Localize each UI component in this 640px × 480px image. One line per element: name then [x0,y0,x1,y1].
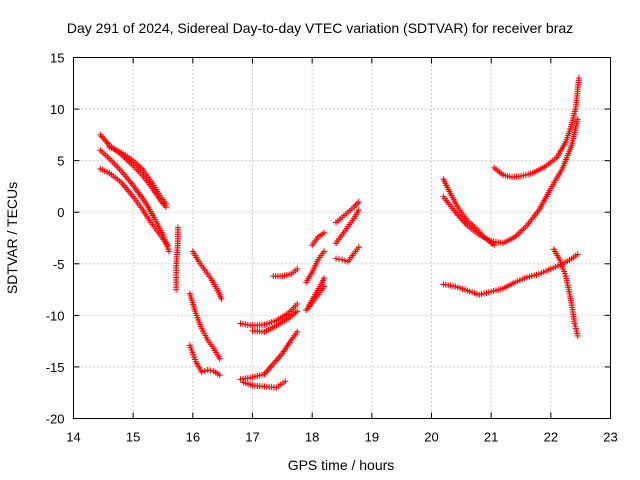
series-arc-c3 [237,328,301,383]
series-arc-g1 [440,251,581,298]
series-arc-g2 [550,246,581,339]
data-point [355,207,362,214]
data-point [173,286,180,293]
series-arc-c5 [270,265,301,280]
series-arc-e2 [333,207,362,247]
series-isolated [173,224,181,293]
data-point [491,242,498,249]
plot-frame [73,57,611,419]
data-point [216,355,223,362]
y-tick-label: 15 [50,51,64,66]
data-point [341,257,348,264]
series-arc-a3 [97,165,171,249]
data-point [321,248,328,255]
x-tick-label: 22 [544,430,558,445]
x-tick-labels: 14 15 16 17 18 19 20 21 22 23 [66,430,617,445]
series-arc-c2 [249,308,301,335]
x-tick-label: 17 [245,430,259,445]
data-point [355,244,362,251]
data-point [165,248,172,255]
data-point [575,75,582,82]
series-arc-f3 [491,75,582,181]
data-point [574,251,581,258]
data-point [294,328,301,335]
x-tick-label: 15 [126,430,140,445]
series-arc-d1 [303,248,328,286]
series-arc-c1 [237,301,301,329]
data-point [574,332,581,339]
data-point [216,372,223,379]
series-arc-f2 [440,116,581,247]
series-arc-a4 [106,144,169,207]
data-point [321,283,328,290]
series-arc-e1 [333,198,362,226]
series-arc-c4 [240,378,289,391]
data-point [339,256,345,263]
y-axis-label: SDTVAR / TECUs [4,182,20,294]
data-point [321,229,328,236]
data-point [201,368,208,375]
y-tick-labels: -20 -15 -10 -5 0 5 10 15 [46,51,65,427]
x-tick-label: 23 [603,430,617,445]
y-tick-label: 10 [50,102,64,117]
x-tick-label: 21 [484,430,498,445]
data-point [198,369,205,376]
series-arc-b2 [186,290,223,362]
data-point [321,275,328,282]
series-arc-b3 [186,342,223,379]
data-point [294,265,301,272]
data-point [355,198,362,205]
data-points [97,75,582,391]
x-tick-label: 18 [305,430,319,445]
data-point [294,308,301,315]
series-arc-d3 [303,283,328,314]
y-tick-label: 0 [57,205,64,220]
y-tick-label: -15 [46,360,65,375]
series-arc-b1 [189,248,225,302]
x-tick-label: 20 [424,430,438,445]
x-tick-label: 16 [186,430,200,445]
axis-ticks [73,57,611,419]
data-point [164,242,171,249]
data-point [294,301,301,308]
data-point [162,200,169,207]
y-tick-label: -10 [46,308,65,323]
y-tick-label: -20 [46,412,65,427]
x-tick-label: 14 [66,430,80,445]
y-tick-label: -5 [53,257,65,272]
data-point [574,116,581,123]
grid-lines [73,57,611,419]
data-point [218,295,225,302]
x-tick-label: 19 [365,430,379,445]
y-tick-label: 5 [57,154,64,169]
series-arc-e3 [333,244,362,265]
series-arc-d4 [309,229,328,249]
chart-title: Day 291 of 2024, Sidereal Day-to-day VTE… [67,20,573,36]
x-axis-label: GPS time / hours [288,457,395,473]
data-point [282,378,289,385]
